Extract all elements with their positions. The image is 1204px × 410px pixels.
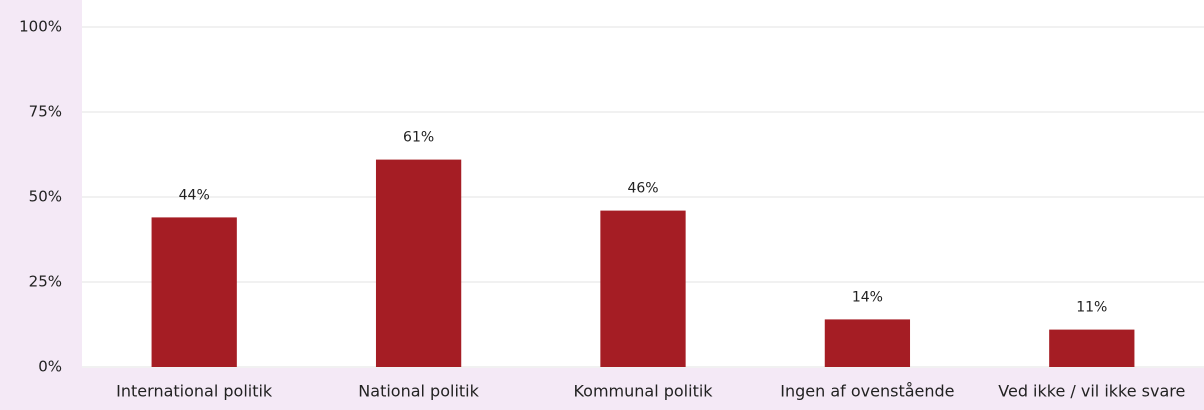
bar <box>600 210 686 367</box>
y-tick-label: 25% <box>29 273 62 291</box>
x-tick-label: Ingen af ovenstående <box>780 382 954 401</box>
bar <box>1049 329 1135 367</box>
x-tick-label: National politik <box>358 382 479 401</box>
x-tick-label: Kommunal politik <box>573 382 713 401</box>
data-label: 46% <box>627 181 658 197</box>
data-label: 14% <box>852 289 883 305</box>
y-tick-label: 50% <box>29 188 62 206</box>
bar <box>151 217 237 367</box>
y-tick-label: 0% <box>38 358 62 376</box>
data-label: 44% <box>179 187 210 203</box>
data-label: 61% <box>403 130 434 146</box>
x-tick-label: International politik <box>116 382 273 401</box>
data-label: 11% <box>1076 300 1107 316</box>
x-tick-label: Ved ikke / vil ikke svare <box>998 382 1185 401</box>
y-tick-label: 100% <box>19 18 62 36</box>
y-tick-label: 75% <box>29 103 62 121</box>
bar <box>824 319 911 367</box>
bar <box>375 159 462 367</box>
